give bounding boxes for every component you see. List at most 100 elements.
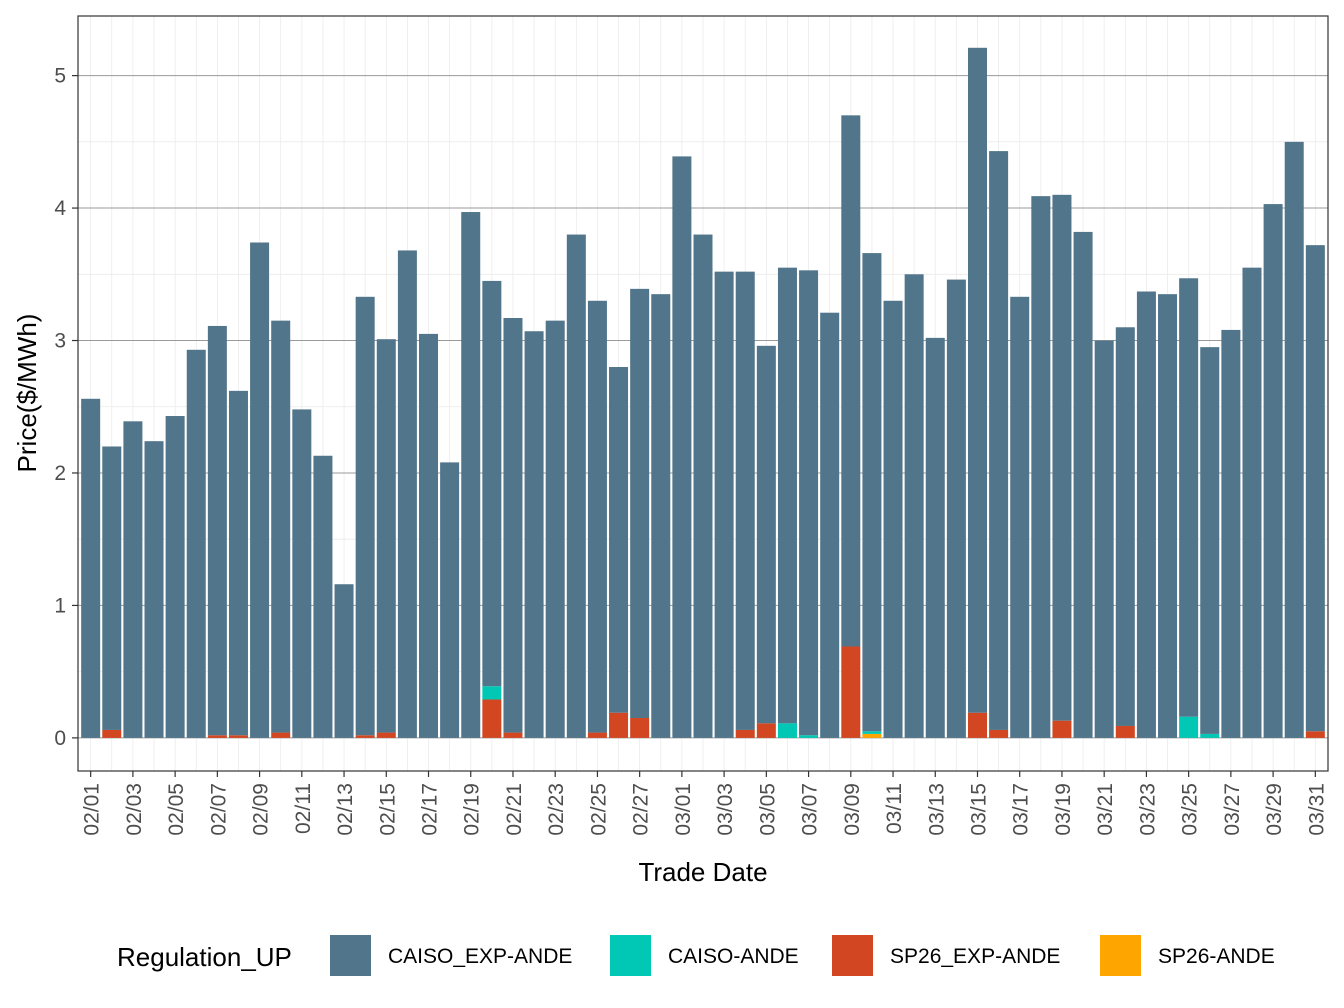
- bar-sp26-exp-ande-03-09: [841, 646, 861, 738]
- bar-caiso-exp-ande-03-24: [1158, 294, 1178, 738]
- x-tick-label: 03/19: [1052, 783, 1075, 836]
- bar-sp26-ande-03-10: [862, 733, 882, 738]
- bar-sp26-exp-ande-03-04: [735, 729, 755, 738]
- x-tick-label: 02/07: [207, 783, 230, 836]
- bar-caiso-exp-ande-02-04: [144, 441, 164, 738]
- y-tick-label: 0: [54, 727, 66, 750]
- bar-caiso-exp-ande-02-19: [461, 212, 481, 738]
- bar-sp26-exp-ande-02-02: [102, 729, 122, 738]
- bar-caiso-exp-ande-03-05: [756, 345, 776, 724]
- y-tick-label: 2: [54, 462, 66, 485]
- bar-caiso-exp-ande-03-01: [672, 156, 692, 738]
- bar-caiso-exp-ande-03-15: [967, 47, 987, 713]
- bar-caiso-exp-ande-02-18: [440, 462, 460, 738]
- bar-caiso-exp-ande-03-27: [1221, 329, 1241, 738]
- bars: [81, 47, 1325, 738]
- bar-caiso-exp-ande-02-23: [545, 320, 565, 738]
- bar-sp26-exp-ande-03-19: [1052, 720, 1072, 738]
- x-tick-label: 03/29: [1263, 783, 1286, 836]
- bar-caiso-exp-ande-03-03: [714, 271, 734, 738]
- x-tick-label: 03/03: [714, 783, 737, 836]
- bar-caiso-exp-ande-02-13: [334, 584, 354, 738]
- bar-caiso-exp-ande-03-17: [1010, 296, 1030, 738]
- x-tick-label: 02/17: [419, 783, 442, 836]
- bar-caiso-exp-ande-03-23: [1136, 291, 1156, 738]
- bar-caiso-exp-ande-03-07: [799, 270, 819, 736]
- x-tick-label: 03/23: [1136, 783, 1159, 836]
- x-tick-label: 02/09: [250, 783, 273, 836]
- y-tick-label: 5: [54, 65, 66, 88]
- bar-caiso-exp-ande-02-14: [355, 296, 375, 736]
- bar-caiso-exp-ande-03-18: [1031, 196, 1051, 738]
- plot-border: [77, 15, 1329, 772]
- y-tick-label: 3: [54, 330, 66, 353]
- legend-label-caiso-exp-ande: CAISO_EXP-ANDE: [388, 945, 572, 968]
- x-tick-label: 02/03: [123, 783, 146, 836]
- bar-caiso-ande-03-07: [799, 735, 819, 738]
- bar-caiso-exp-ande-02-21: [503, 318, 523, 733]
- legend-title: Regulation_UP: [117, 942, 292, 972]
- x-tick-label: 02/01: [81, 783, 104, 836]
- x-tick-label: 02/13: [334, 783, 357, 836]
- bar-caiso-exp-ande-02-09: [250, 242, 270, 738]
- bar-caiso-exp-ande-02-05: [165, 416, 185, 738]
- bar-caiso-exp-ande-02-03: [123, 421, 143, 738]
- bar-caiso-exp-ande-03-08: [820, 312, 840, 738]
- legend-swatch-caiso-exp-ande: [330, 935, 371, 976]
- bar-sp26-exp-ande-02-26: [609, 712, 629, 738]
- legend-label-sp26-ande: SP26-ANDE: [1158, 945, 1275, 968]
- legend-label-sp26-exp-ande: SP26_EXP-ANDE: [890, 945, 1060, 968]
- bar-caiso-exp-ande-02-24: [566, 234, 586, 738]
- x-tick-label: 03/11: [883, 783, 906, 834]
- y-axis-title: Price($/MWh): [12, 314, 42, 473]
- x-tick-label: 02/25: [587, 783, 610, 836]
- bar-caiso-exp-ande-03-13: [925, 337, 945, 738]
- bar-sp26-exp-ande-02-07: [207, 735, 227, 738]
- bar-caiso-exp-ande-03-06: [777, 267, 797, 724]
- x-tick-label: 03/07: [799, 783, 822, 836]
- bar-sp26-exp-ande-02-20: [482, 699, 502, 738]
- bar-sp26-exp-ande-02-25: [587, 732, 607, 738]
- bar-caiso-exp-ande-03-28: [1242, 267, 1262, 738]
- bar-caiso-exp-ande-02-16: [397, 250, 417, 738]
- bar-caiso-exp-ande-02-02: [102, 446, 122, 730]
- bar-caiso-ande-03-25: [1179, 716, 1199, 738]
- bar-caiso-exp-ande-02-22: [524, 331, 544, 738]
- bar-sp26-exp-ande-03-05: [756, 723, 776, 738]
- x-tick-label: 03/27: [1221, 783, 1244, 836]
- bar-caiso-exp-ande-02-27: [630, 288, 650, 719]
- bar-caiso-ande-02-20: [482, 686, 502, 700]
- bar-caiso-exp-ande-03-02: [693, 234, 713, 738]
- x-tick-label: 03/25: [1179, 783, 1202, 836]
- legend: Regulation_UP CAISO_EXP-ANDE CAISO-ANDE SP…: [117, 935, 1275, 976]
- x-tick-label: 02/21: [503, 783, 526, 836]
- bar-caiso-exp-ande-03-30: [1284, 141, 1304, 738]
- x-tick-label: 02/15: [376, 783, 399, 836]
- legend-swatch-caiso-ande: [610, 935, 651, 976]
- bar-sp26-exp-ande-02-08: [228, 735, 248, 738]
- bar-sp26-exp-ande-02-15: [376, 732, 396, 738]
- bar-sp26-exp-ande-02-10: [271, 732, 291, 738]
- bar-caiso-exp-ande-03-31: [1305, 245, 1325, 732]
- bar-caiso-exp-ande-03-25: [1179, 278, 1199, 717]
- x-tick-label: 03/09: [841, 783, 864, 836]
- bar-caiso-exp-ande-03-22: [1115, 327, 1135, 726]
- x-tick-label: 03/05: [756, 783, 779, 836]
- bar-caiso-exp-ande-02-06: [186, 349, 206, 738]
- x-tick-label: 03/01: [672, 783, 695, 836]
- y-tick-label: 4: [54, 197, 66, 220]
- bar-caiso-exp-ande-02-15: [376, 339, 396, 733]
- bar-caiso-exp-ande-02-01: [81, 398, 101, 738]
- x-tick-label: 02/27: [630, 783, 653, 836]
- x-tick-label: 02/05: [165, 783, 188, 836]
- bar-caiso-exp-ande-03-11: [883, 300, 903, 738]
- x-tick-label: 02/23: [545, 783, 568, 836]
- bar-caiso-exp-ande-02-07: [207, 325, 227, 736]
- bar-caiso-exp-ande-03-04: [735, 271, 755, 730]
- x-axis-title: Trade Date: [638, 857, 767, 887]
- bar-caiso-exp-ande-02-10: [271, 320, 291, 733]
- x-tick-label: 03/17: [1010, 783, 1033, 836]
- bar-caiso-exp-ande-02-17: [419, 333, 439, 738]
- x-tick-label: 03/13: [925, 783, 948, 836]
- bar-caiso-exp-ande-02-28: [651, 294, 671, 738]
